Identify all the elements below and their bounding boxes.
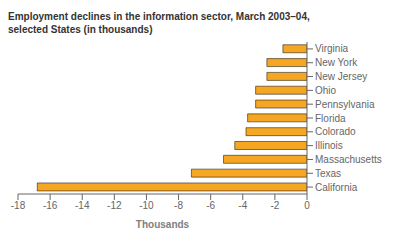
- svg-text:Pennsylvania: Pennsylvania: [315, 99, 375, 110]
- svg-text:Virginia: Virginia: [315, 43, 349, 54]
- svg-text:Florida: Florida: [315, 113, 346, 124]
- svg-text:Thousands: Thousands: [136, 219, 190, 230]
- svg-text:-14: -14: [75, 200, 90, 211]
- svg-text:-4: -4: [238, 200, 247, 211]
- svg-text:Illinois: Illinois: [315, 140, 343, 151]
- svg-text:Massachusetts: Massachusetts: [315, 154, 382, 165]
- svg-text:New York: New York: [315, 57, 358, 68]
- svg-text:-8: -8: [174, 200, 183, 211]
- svg-text:-16: -16: [43, 200, 58, 211]
- svg-text:0: 0: [304, 200, 310, 211]
- svg-text:California: California: [315, 182, 358, 193]
- svg-text:-6: -6: [206, 200, 215, 211]
- svg-text:-12: -12: [107, 200, 122, 211]
- svg-text:Colorado: Colorado: [315, 126, 356, 137]
- svg-text:Texas: Texas: [315, 168, 341, 179]
- svg-text:-2: -2: [270, 200, 279, 211]
- svg-text:-18: -18: [11, 200, 26, 211]
- html-text:selected States (in thousands): selected States (in thousands): [8, 24, 153, 35]
- svg-text:New Jersey: New Jersey: [315, 71, 367, 82]
- html-text:Employment declines in the inf: Employment declines in the information s…: [8, 11, 310, 22]
- svg-text:Ohio: Ohio: [315, 85, 337, 96]
- svg-text:-10: -10: [139, 200, 154, 211]
